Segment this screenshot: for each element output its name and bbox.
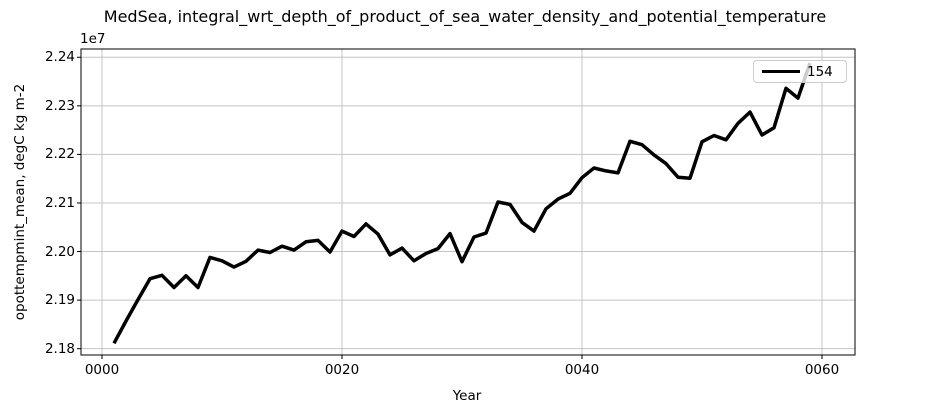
legend: 154 <box>753 60 847 83</box>
data-line <box>112 62 812 345</box>
axes-frame <box>80 48 856 356</box>
chart-title: MedSea, integral_wrt_depth_of_product_of… <box>103 7 827 26</box>
y-tick-label: 2.19 <box>44 292 75 309</box>
y-tick-label: 2.23 <box>44 97 75 114</box>
y-tick-label: 2.22 <box>44 146 75 163</box>
x-tick-label: 0020 <box>324 362 360 378</box>
y-axis-offset-label: 1e7 <box>80 31 106 47</box>
x-tick-label: 0060 <box>804 362 840 378</box>
x-axis-label: Year <box>452 388 482 404</box>
x-tick-label: 0000 <box>84 362 120 378</box>
y-tick-label: 2.24 <box>44 49 75 66</box>
x-tick-label: 0040 <box>564 362 600 378</box>
legend-series-label: 154 <box>807 63 833 80</box>
legend-line-sample <box>762 70 800 73</box>
y-tick-label: 2.18 <box>44 340 75 357</box>
y-tick-label: 2.21 <box>44 194 75 211</box>
y-tick-label: 2.20 <box>44 243 75 260</box>
